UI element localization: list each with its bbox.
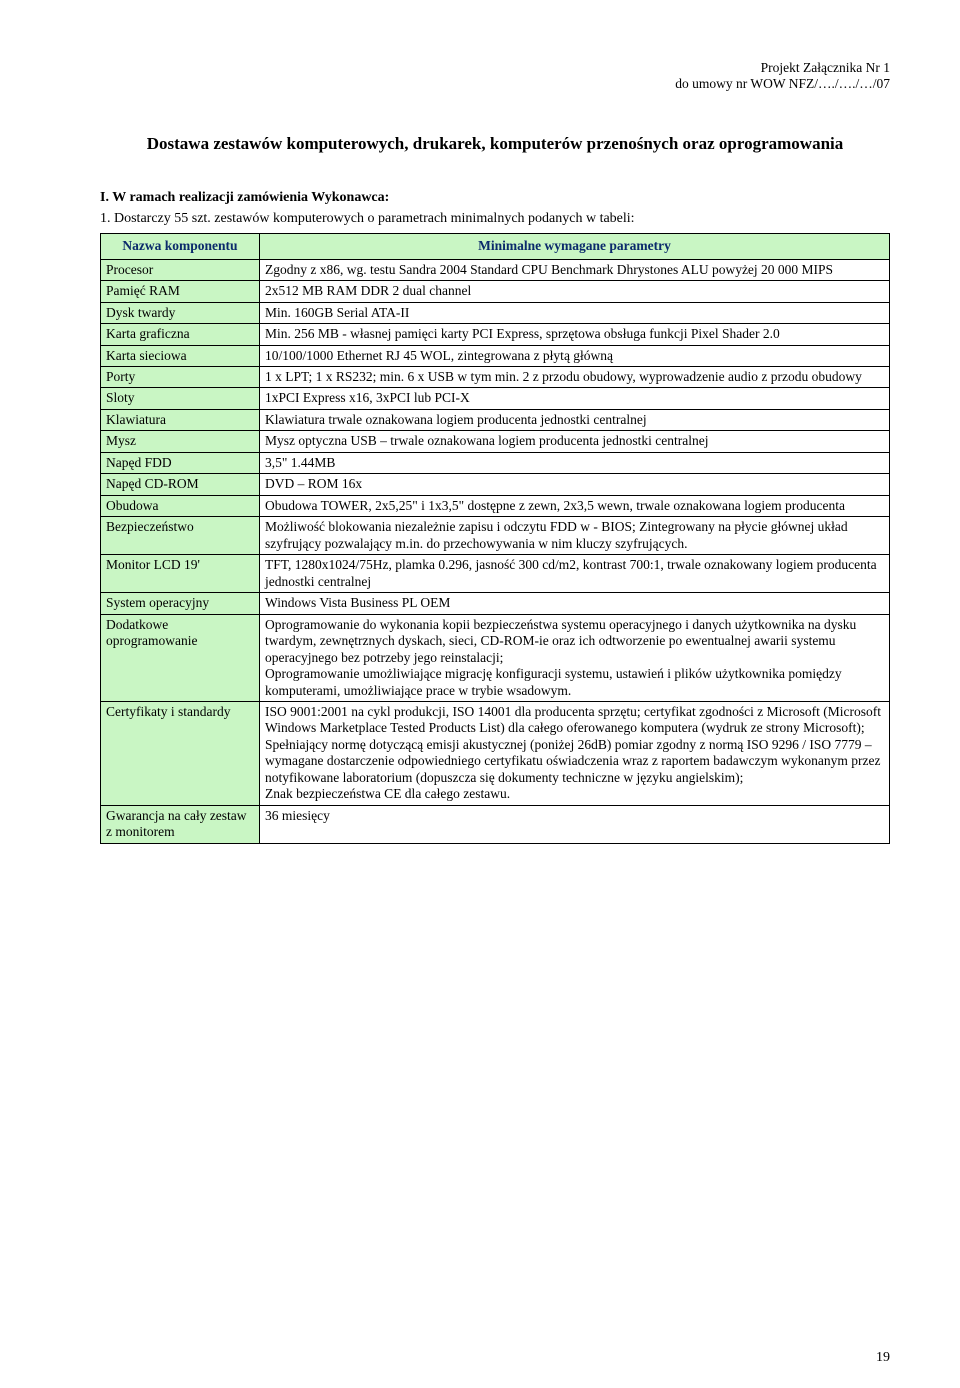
component-name: Procesor <box>101 259 260 280</box>
component-spec: 3,5" 1.44MB <box>260 452 890 473</box>
component-name: Porty <box>101 367 260 388</box>
table-row: Napęd FDD3,5" 1.44MB <box>101 452 890 473</box>
component-spec: Min. 256 MB - własnej pamięci karty PCI … <box>260 324 890 345</box>
table-row: Gwarancja na cały zestaw z monitorem36 m… <box>101 805 890 843</box>
component-name: Dodatkowe oprogramowanie <box>101 614 260 701</box>
component-name: Klawiatura <box>101 409 260 430</box>
table-row: Napęd CD-ROMDVD – ROM 16x <box>101 474 890 495</box>
table-header-right: Minimalne wymagane parametry <box>260 234 890 259</box>
component-spec: 10/100/1000 Ethernet RJ 45 WOL, zintegro… <box>260 345 890 366</box>
component-spec: TFT, 1280x1024/75Hz, plamka 0.296, jasno… <box>260 555 890 593</box>
component-name: Napęd CD-ROM <box>101 474 260 495</box>
document-header: Projekt Załącznika Nr 1 do umowy nr WOW … <box>100 60 890 93</box>
component-spec: 36 miesięcy <box>260 805 890 843</box>
component-name: Obudowa <box>101 495 260 516</box>
component-spec: Min. 160GB Serial ATA-II <box>260 302 890 323</box>
component-name: Certyfikaty i standardy <box>101 701 260 805</box>
table-row: Certyfikaty i standardyISO 9001:2001 na … <box>101 701 890 805</box>
table-row: Monitor LCD 19'TFT, 1280x1024/75Hz, plam… <box>101 555 890 593</box>
table-row: Dodatkowe oprogramowanieOprogramowanie d… <box>101 614 890 701</box>
component-name: Pamięć RAM <box>101 281 260 302</box>
table-row: Porty1 x LPT; 1 x RS232; min. 6 x USB w … <box>101 367 890 388</box>
spec-table: Nazwa komponentu Minimalne wymagane para… <box>100 233 890 844</box>
component-spec: Windows Vista Business PL OEM <box>260 593 890 614</box>
component-name: Monitor LCD 19' <box>101 555 260 593</box>
table-row: KlawiaturaKlawiatura trwale oznakowana l… <box>101 409 890 430</box>
component-spec: 2x512 MB RAM DDR 2 dual channel <box>260 281 890 302</box>
section-subline: 1. Dostarczy 55 szt. zestawów komputerow… <box>100 210 890 227</box>
component-name: System operacyjny <box>101 593 260 614</box>
page-number: 19 <box>876 1349 890 1366</box>
table-row: ProcesorZgodny z x86, wg. testu Sandra 2… <box>101 259 890 280</box>
component-spec: Mysz optyczna USB – trwale oznakowana lo… <box>260 431 890 452</box>
component-name: Karta sieciowa <box>101 345 260 366</box>
table-row: Karta graficznaMin. 256 MB - własnej pam… <box>101 324 890 345</box>
table-header-left: Nazwa komponentu <box>101 234 260 259</box>
component-spec: DVD – ROM 16x <box>260 474 890 495</box>
component-spec: Możliwość blokowania niezależnie zapisu … <box>260 517 890 555</box>
table-row: System operacyjnyWindows Vista Business … <box>101 593 890 614</box>
component-spec: ISO 9001:2001 na cykl produkcji, ISO 140… <box>260 701 890 805</box>
header-line-1: Projekt Załącznika Nr 1 <box>100 60 890 76</box>
component-name: Bezpieczeństwo <box>101 517 260 555</box>
section-heading: I. W ramach realizacji zamówienia Wykona… <box>100 189 890 206</box>
component-name: Napęd FDD <box>101 452 260 473</box>
component-name: Dysk twardy <box>101 302 260 323</box>
table-row: MyszMysz optyczna USB – trwale oznakowan… <box>101 431 890 452</box>
table-header-row: Nazwa komponentu Minimalne wymagane para… <box>101 234 890 259</box>
header-line-2: do umowy nr WOW NFZ/…./…./…/07 <box>100 76 890 92</box>
component-name: Mysz <box>101 431 260 452</box>
component-spec: Obudowa TOWER, 2x5,25" i 1x3,5" dostępne… <box>260 495 890 516</box>
component-name: Gwarancja na cały zestaw z monitorem <box>101 805 260 843</box>
component-spec: Zgodny z x86, wg. testu Sandra 2004 Stan… <box>260 259 890 280</box>
component-spec: Oprogramowanie do wykonania kopii bezpie… <box>260 614 890 701</box>
table-row: BezpieczeństwoMożliwość blokowania nieza… <box>101 517 890 555</box>
document-title: Dostawa zestawów komputerowych, drukarek… <box>100 133 890 155</box>
table-row: Sloty1xPCI Express x16, 3xPCI lub PCI-X <box>101 388 890 409</box>
component-spec: 1 x LPT; 1 x RS232; min. 6 x USB w tym m… <box>260 367 890 388</box>
table-row: ObudowaObudowa TOWER, 2x5,25" i 1x3,5" d… <box>101 495 890 516</box>
component-spec: 1xPCI Express x16, 3xPCI lub PCI-X <box>260 388 890 409</box>
table-row: Pamięć RAM2x512 MB RAM DDR 2 dual channe… <box>101 281 890 302</box>
component-name: Karta graficzna <box>101 324 260 345</box>
table-row: Karta sieciowa10/100/1000 Ethernet RJ 45… <box>101 345 890 366</box>
component-name: Sloty <box>101 388 260 409</box>
component-spec: Klawiatura trwale oznakowana logiem prod… <box>260 409 890 430</box>
table-row: Dysk twardyMin. 160GB Serial ATA-II <box>101 302 890 323</box>
